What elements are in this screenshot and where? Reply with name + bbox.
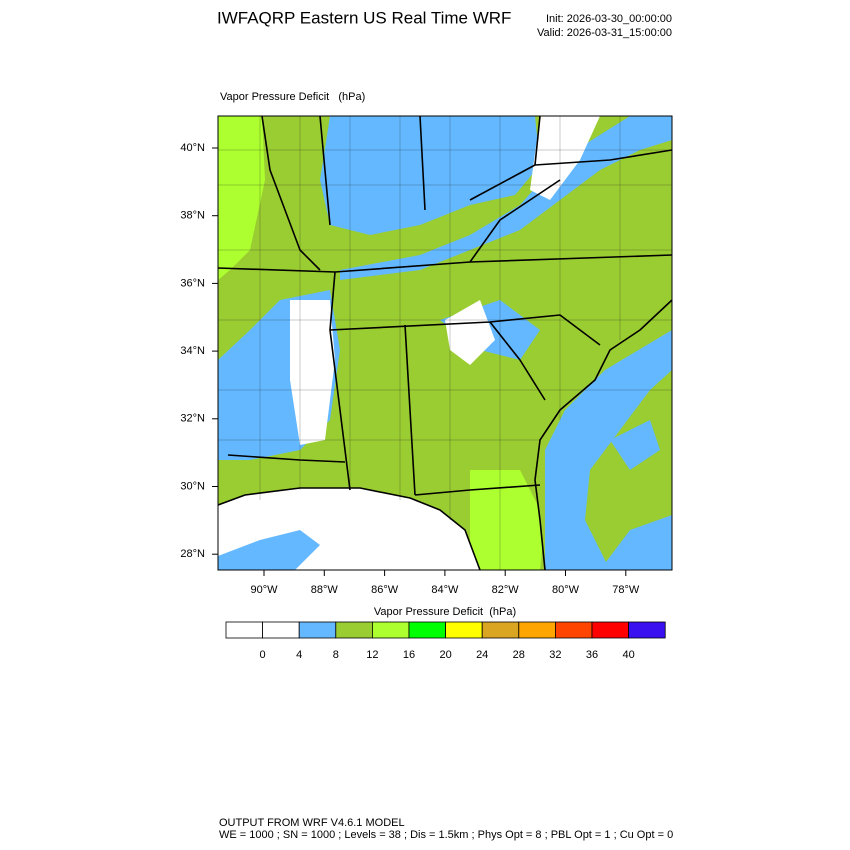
lon-label: 90°W (250, 584, 278, 596)
lat-label: 28°N (180, 548, 205, 560)
map-field (218, 116, 672, 570)
colorbar-box (371, 621, 410, 639)
init-time: Init: 2026-03-30_00:00:00 (546, 13, 672, 25)
colorbar-label: 4 (296, 649, 302, 661)
state-borders (217, 115, 673, 571)
colorbar-box (225, 621, 263, 639)
colorbar-box (408, 621, 446, 639)
lat-label: 36°N (180, 277, 205, 289)
colorbar-label: 8 (333, 649, 339, 661)
footer-line2: WE = 1000 ; SN = 1000 ; Levels = 38 ; Di… (219, 829, 673, 841)
colorbar-label: 36 (586, 649, 598, 661)
colorbar-box (445, 621, 483, 639)
colorbar-label: 28 (513, 649, 525, 661)
colorbar-box (335, 621, 373, 639)
lon-label: 84°W (431, 584, 459, 596)
footer-line1: OUTPUT FROM WRF V4.6.1 MODEL (219, 817, 405, 829)
lat-label: 34°N (180, 345, 205, 357)
colorbar-label: 40 (622, 649, 634, 661)
colorbar-box (555, 621, 593, 639)
lon-label: 82°W (492, 584, 520, 596)
colorbar-box (518, 621, 556, 639)
lat-label: 38°N (180, 210, 205, 222)
colorbar-title: Vapor Pressure Deficit (hPa) (374, 606, 516, 618)
lon-label: 78°W (612, 584, 640, 596)
lon-label: 88°W (311, 584, 339, 596)
colorbar-label: 20 (439, 649, 451, 661)
colorbar-box (298, 621, 337, 639)
title: IWFAQRP Eastern US Real Time WRF (217, 8, 511, 27)
lat-label: 30°N (180, 480, 205, 492)
colorbar-label: 0 (260, 649, 266, 661)
colorbar-label: 24 (476, 649, 488, 661)
valid-time: Valid: 2026-03-31_15:00:00 (537, 27, 672, 39)
colorbar-box (628, 621, 666, 639)
map-subtitle: Vapor Pressure Deficit (hPa) (220, 91, 365, 103)
colorbar-label: 32 (549, 649, 561, 661)
lat-label: 32°N (180, 413, 205, 425)
colorbar-box (262, 621, 300, 639)
lat-label: 40°N (180, 142, 205, 154)
colorbar-box (591, 621, 629, 639)
lon-label: 86°W (371, 584, 399, 596)
colorbar-label: 12 (366, 649, 378, 661)
colorbar-box (481, 621, 520, 639)
colorbar: 0 4 8 12 16 20 24 28 32 36 40 (225, 621, 666, 661)
colorbar-label: 16 (403, 649, 415, 661)
lon-label: 80°W (552, 584, 580, 596)
axes: 40°N 38°N 36°N 34°N 32°N 30°N 28°N 90°W 88°W 86°W… (180, 142, 639, 596)
